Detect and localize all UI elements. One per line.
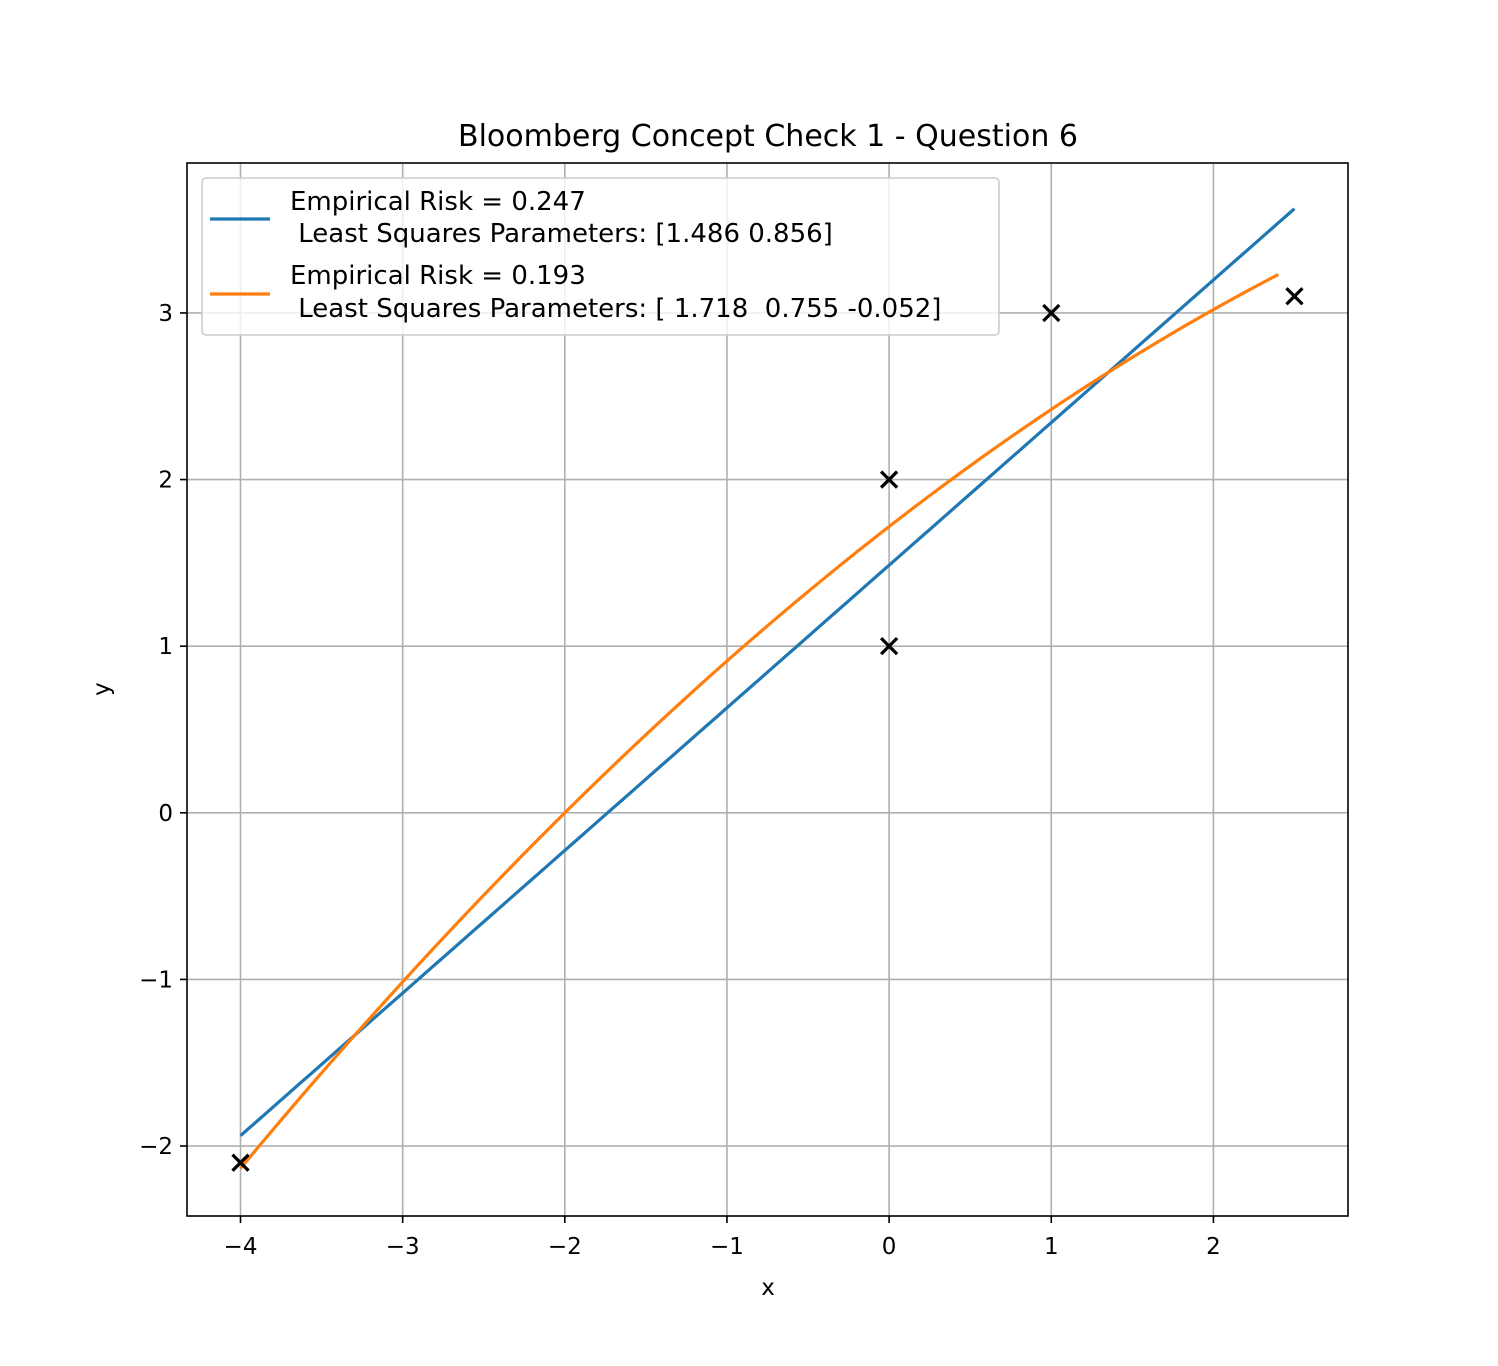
x-tick-label: −1	[710, 1234, 744, 1260]
data-point-stroke	[879, 637, 899, 656]
legend: Empirical Risk = 0.247 Least Squares Par…	[201, 177, 1000, 336]
x-tick-label: 1	[1044, 1234, 1059, 1260]
data-point-stroke	[1285, 287, 1304, 306]
data-point-stroke	[231, 1153, 250, 1172]
plot-series	[239, 207, 1296, 1170]
plot-frame	[186, 162, 1349, 1217]
y-tick-label: −1	[139, 967, 173, 993]
x-tick-label: −3	[386, 1234, 420, 1260]
legend-label-series-1-line-1: Empirical Risk = 0.247	[290, 187, 586, 217]
series-line-2	[239, 273, 1280, 1170]
y-tick-label: 3	[158, 301, 173, 327]
data-point-stroke	[1042, 303, 1061, 323]
series-line-1	[239, 207, 1296, 1137]
legend-label-series-2-line-1: Empirical Risk = 0.193	[290, 261, 586, 291]
data-point	[1285, 287, 1304, 306]
y-tick-label: 1	[158, 634, 173, 660]
data-points	[231, 287, 1304, 1172]
y-tick-label: −2	[139, 1134, 173, 1160]
y-axis-ticks: −2 −1 0 1 2 3	[139, 301, 187, 1160]
x-tick-label: 0	[882, 1234, 897, 1260]
data-point	[879, 470, 899, 489]
y-axis-label: y	[89, 682, 115, 696]
x-tick-label: −2	[548, 1234, 582, 1260]
y-tick-label: 0	[158, 801, 173, 827]
data-point	[231, 1153, 250, 1172]
x-axis-label: x	[761, 1275, 775, 1301]
data-point	[879, 637, 899, 656]
legend-label-series-2-line-2: Least Squares Parameters: [ 1.718 0.755 …	[290, 294, 941, 324]
x-tick-label: −4	[224, 1234, 258, 1260]
chart-title: Bloomberg Concept Check 1 - Question 6	[458, 119, 1078, 154]
legend-label-series-1-line-2: Least Squares Parameters: [1.486 0.856]	[290, 219, 833, 249]
legend-box	[201, 177, 1000, 336]
x-tick-label: 2	[1206, 1234, 1221, 1260]
x-axis-ticks: −4 −3 −2 −1 0 1 2	[224, 1216, 1221, 1260]
y-tick-label: 2	[158, 468, 173, 494]
data-point-stroke	[879, 470, 899, 489]
data-point	[1042, 303, 1061, 323]
